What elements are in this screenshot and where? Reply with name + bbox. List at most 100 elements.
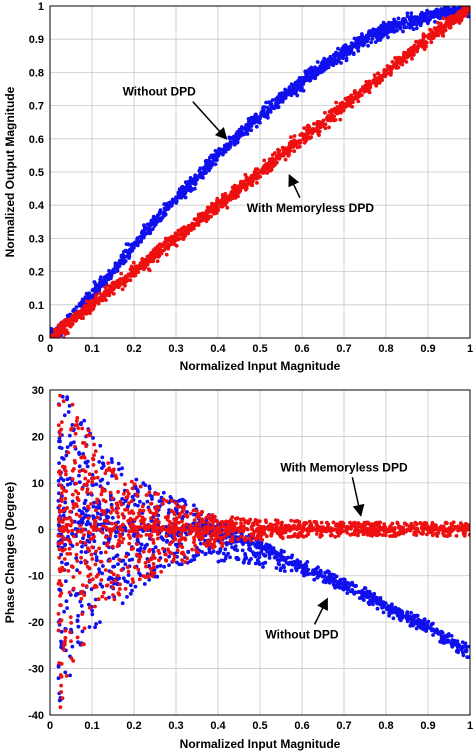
data-point (434, 11, 438, 16)
data-point (283, 157, 288, 162)
x-tick-label: 0.4 (210, 343, 226, 355)
data-point (366, 36, 371, 41)
data-point (375, 601, 379, 606)
data-point (277, 558, 282, 562)
data-point (59, 420, 64, 424)
data-point (425, 16, 429, 21)
data-point (59, 683, 63, 688)
data-point (338, 531, 343, 535)
data-point (61, 457, 66, 461)
data-point (175, 560, 179, 565)
data-point (410, 15, 414, 20)
data-point (138, 525, 143, 529)
y-tick-label: 0.9 (29, 34, 44, 46)
data-point (276, 155, 281, 159)
y-tick-label: 0.1 (29, 300, 44, 312)
data-point (119, 271, 124, 276)
data-point (92, 442, 96, 447)
data-point (165, 538, 170, 543)
data-point (288, 92, 292, 96)
data-point (142, 582, 147, 586)
data-point (461, 653, 466, 658)
data-point (159, 569, 164, 574)
data-point (310, 71, 315, 76)
data-point (166, 511, 171, 515)
data-point (129, 547, 134, 552)
data-point (98, 285, 102, 289)
data-point (115, 269, 120, 273)
data-point (249, 174, 254, 178)
data-point (421, 39, 426, 43)
data-point (56, 611, 61, 616)
data-point (357, 596, 362, 600)
data-point (136, 567, 141, 572)
data-point (326, 116, 331, 121)
data-point (262, 528, 267, 533)
data-point (376, 71, 380, 76)
data-point (390, 60, 395, 64)
data-point (126, 573, 131, 577)
data-point (132, 272, 137, 277)
data-point (100, 594, 105, 599)
data-point (145, 499, 150, 504)
data-point (59, 552, 63, 557)
data-point (221, 198, 226, 203)
data-point (374, 35, 379, 40)
data-point (213, 162, 218, 167)
data-point (215, 196, 220, 201)
data-point (282, 565, 286, 570)
series-2-points (50, 6, 470, 338)
data-point (363, 586, 368, 590)
chart-2: 0 0.1 0.2 0.3 0.4 0.5 0.6 0.7 0.8 0.9 13020100-10-… (3, 385, 473, 751)
data-point (97, 460, 102, 464)
data-point (231, 134, 236, 139)
data-point (238, 181, 243, 186)
data-point (391, 616, 396, 621)
data-point (253, 561, 258, 566)
data-point (103, 275, 107, 280)
data-point (164, 205, 169, 210)
data-point (279, 94, 284, 99)
data-point (334, 574, 339, 579)
data-point (383, 31, 388, 36)
data-point (83, 498, 88, 503)
data-point (402, 25, 407, 30)
data-point (253, 173, 258, 178)
data-point (372, 598, 377, 603)
data-point (189, 511, 193, 516)
data-point (335, 109, 340, 113)
data-point (249, 524, 254, 529)
data-point (109, 457, 114, 461)
data-point (56, 423, 61, 428)
data-point (148, 566, 153, 571)
data-point (340, 53, 345, 57)
y-tick-label: 0 (38, 333, 44, 345)
data-point (287, 144, 291, 149)
data-point (357, 93, 361, 97)
data-point (154, 217, 159, 221)
data-point (323, 126, 328, 131)
data-point (380, 533, 385, 537)
data-point (366, 33, 371, 38)
data-point (268, 163, 273, 168)
data-point (331, 520, 336, 525)
data-point (267, 552, 272, 557)
data-point (59, 629, 64, 634)
y-axis-label: Normalized Output Magnitude (3, 86, 17, 257)
data-point (293, 142, 298, 147)
data-point (342, 584, 347, 589)
data-point (120, 512, 125, 517)
data-point (423, 624, 428, 628)
data-point (158, 242, 162, 247)
data-point (409, 621, 414, 626)
data-point (141, 508, 146, 513)
data-point (58, 331, 62, 336)
data-point (327, 580, 332, 585)
data-point (398, 618, 403, 623)
data-point (146, 267, 151, 272)
data-point (228, 136, 232, 141)
data-point (286, 535, 291, 539)
data-point (98, 443, 103, 448)
data-point (76, 624, 81, 629)
data-point (265, 105, 270, 110)
